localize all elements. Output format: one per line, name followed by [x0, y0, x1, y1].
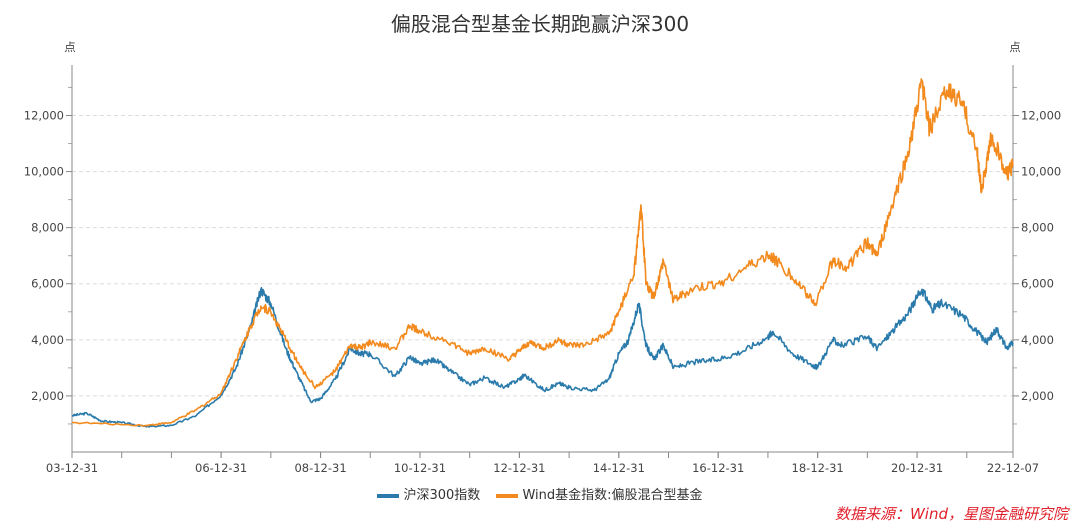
y-tick-label-left: 6,000 — [31, 277, 64, 291]
legend-label: Wind基金指数:偏股混合型基金 — [522, 488, 703, 503]
legend-swatch — [377, 493, 400, 498]
y-tick-label-right: 10,000 — [1021, 165, 1061, 179]
y-tick-label-left: 10,000 — [24, 165, 64, 179]
y-tick-label-right: 12,000 — [1021, 108, 1061, 122]
y-axis-label-right: 点 — [1009, 40, 1021, 54]
y-tick-label-left: 12,000 — [24, 108, 64, 122]
legend-label: 沪深300指数 — [403, 488, 481, 503]
x-tick-label: 22-12-07 — [987, 461, 1039, 475]
x-tick-label: 14-12-31 — [593, 461, 645, 475]
x-tick-label: 03-12-31 — [46, 461, 98, 475]
y-tick-label-right: 6,000 — [1021, 277, 1054, 291]
legend-item-csi300[interactable]: 沪深300指数 — [377, 484, 480, 503]
y-tick-label-left: 8,000 — [31, 221, 64, 235]
x-tick-label: 12-12-31 — [493, 461, 545, 475]
y-tick-label-right: 2,000 — [1021, 389, 1054, 403]
y-tick-label-right: 4,000 — [1021, 333, 1054, 347]
y-tick-label-left: 2,000 — [31, 389, 64, 403]
x-tick-label: 16-12-31 — [692, 461, 744, 475]
source-note: 数据来源：Wind，星图金融研究院 — [834, 505, 1068, 523]
legend-item-fund-index[interactable]: Wind基金指数:偏股混合型基金 — [496, 484, 703, 503]
legend-swatch — [496, 493, 519, 498]
legend: 沪深300指数 Wind基金指数:偏股混合型基金 — [0, 484, 1080, 503]
x-tick-label: 06-12-31 — [195, 461, 247, 475]
chart-title: 偏股混合型基金长期跑赢沪深300 — [390, 12, 690, 36]
y-tick-label-right: 8,000 — [1021, 221, 1054, 235]
x-tick-label: 18-12-31 — [792, 461, 844, 475]
x-tick-label: 20-12-31 — [891, 461, 943, 475]
y-tick-label-left: 4,000 — [31, 333, 64, 347]
x-tick-label: 08-12-31 — [294, 461, 346, 475]
series-line-fund-index — [71, 78, 1014, 427]
series-line-csi300 — [71, 287, 1014, 428]
x-tick-label: 10-12-31 — [394, 461, 446, 475]
y-axis-label-left: 点 — [64, 40, 76, 54]
